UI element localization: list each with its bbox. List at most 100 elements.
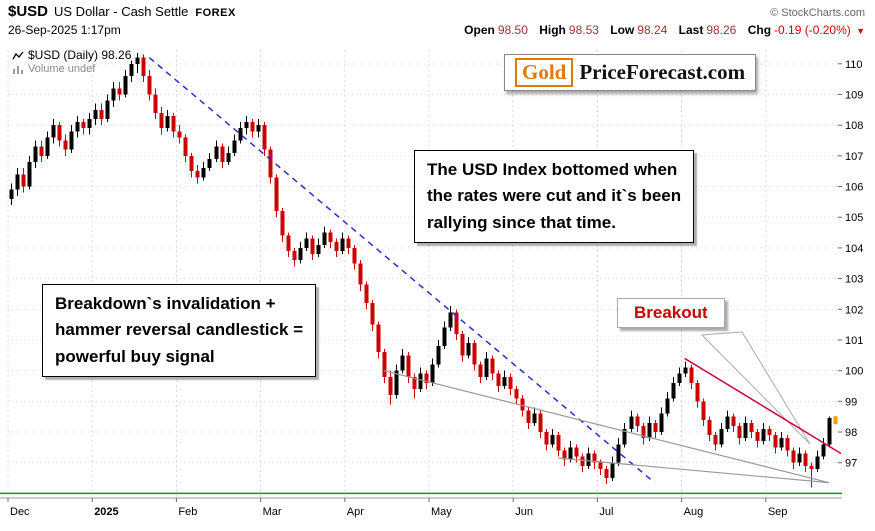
- svg-text:Jul: Jul: [599, 506, 613, 518]
- candle-body: [598, 462, 603, 469]
- usd-bottom-note: The USD Index bottomed when the rates we…: [414, 150, 695, 244]
- candle-body: [683, 367, 688, 374]
- candle-body: [659, 413, 664, 433]
- candle-body: [833, 416, 838, 425]
- candle-body: [490, 358, 495, 374]
- candle-body: [9, 189, 14, 199]
- breakdown-invalidation-note: Breakdown`s invalidation + hammer revers…: [42, 284, 317, 378]
- candle-body: [797, 453, 802, 463]
- candle-body: [214, 146, 219, 159]
- candle-body: [544, 432, 549, 445]
- svg-text:Dec: Dec: [10, 506, 30, 518]
- svg-text:101: 101: [845, 335, 863, 347]
- candle-body: [809, 465, 814, 469]
- volume-bars-icon: [13, 66, 23, 74]
- chart-header: $USD US Dollar - Cash Settle FOREX © Sto…: [0, 0, 875, 37]
- candle-body: [767, 428, 772, 436]
- candle-body: [635, 416, 640, 426]
- last-label: Last: [678, 23, 704, 37]
- candle-body: [400, 355, 405, 371]
- chg-value: -0.19 (-0.20%): [774, 23, 851, 37]
- open-label: Open: [464, 23, 495, 37]
- candle-body: [550, 435, 555, 445]
- red-resistance-line: [684, 357, 842, 455]
- candle-body: [454, 312, 459, 334]
- candle-body: [538, 413, 543, 433]
- down-triangle-icon: ▼: [856, 26, 865, 36]
- candle-body: [448, 312, 453, 328]
- breakout-callout-wedge: [700, 331, 811, 445]
- candle-body: [238, 128, 243, 141]
- candle-body: [292, 250, 297, 261]
- svg-text:2025: 2025: [94, 506, 118, 518]
- candle-body: [731, 416, 736, 426]
- candle-body: [502, 376, 507, 386]
- candle-body: [520, 398, 525, 411]
- candle-body: [250, 122, 255, 132]
- candle-body: [376, 324, 381, 353]
- gray-support-line-1: [383, 370, 830, 484]
- candle-body: [177, 131, 182, 138]
- candle-body: [514, 389, 519, 399]
- svg-text:106: 106: [845, 182, 863, 194]
- candle-body: [677, 373, 682, 383]
- candle-body: [532, 413, 537, 423]
- candle-body: [45, 137, 50, 156]
- header-row-2: 26-Sep-2025 1:17pm Open 98.50 High 98.53 L…: [0, 23, 875, 37]
- svg-text:97: 97: [845, 458, 857, 470]
- candle-body: [821, 444, 826, 457]
- candle-body: [622, 428, 627, 445]
- candle-body: [87, 119, 92, 129]
- candle-body: [358, 263, 363, 285]
- volume-legend-label: Volume undef: [28, 63, 96, 75]
- candle-body: [256, 125, 261, 132]
- quote-strip: Open 98.50 High 98.53 Low 98.24 Last 98.26 C…: [456, 23, 865, 37]
- candle-body: [153, 94, 158, 113]
- candle-body: [737, 425, 742, 439]
- candle-body: [75, 122, 80, 132]
- svg-text:Feb: Feb: [178, 506, 197, 518]
- high-value: 98.53: [568, 23, 599, 37]
- svg-text:108: 108: [845, 120, 863, 132]
- svg-text:103: 103: [845, 274, 863, 286]
- candle-body: [171, 115, 176, 132]
- candle-body: [189, 155, 194, 172]
- candles: [9, 53, 838, 488]
- stockcharts-copyright: © StockCharts.com: [770, 7, 865, 19]
- candle-body: [701, 401, 706, 420]
- candle-body: [382, 352, 387, 377]
- candle-body: [815, 456, 820, 469]
- candle-body: [472, 343, 477, 365]
- candle-body: [743, 422, 748, 439]
- svg-text:99: 99: [845, 396, 857, 408]
- candle-body: [773, 435, 778, 448]
- candle-body: [201, 168, 206, 178]
- candle-body: [466, 343, 471, 356]
- candle-body: [262, 125, 267, 150]
- candle-body: [761, 428, 766, 442]
- svg-text:Aug: Aug: [684, 506, 704, 518]
- svg-text:May: May: [431, 506, 452, 518]
- candle-body: [749, 422, 754, 433]
- candle-body: [586, 453, 591, 466]
- candle-body: [713, 435, 718, 445]
- candle-body: [304, 238, 309, 248]
- candle-body: [334, 241, 339, 251]
- candle-body: [370, 303, 375, 325]
- candle-body: [123, 76, 128, 95]
- candle-body: [568, 447, 573, 460]
- price-chart: Dec 2025 Feb Mar Apr May Jun Jul Aug Sep 97 98 99 100…: [0, 50, 863, 518]
- candle-body: [442, 327, 447, 347]
- svg-text:Sep: Sep: [768, 506, 788, 518]
- candle-body: [111, 88, 116, 101]
- svg-text:Apr: Apr: [347, 506, 364, 518]
- candle-body: [574, 447, 579, 457]
- candle-body: [406, 355, 411, 377]
- x-axis-labels: Dec 2025 Feb Mar Apr May Jun Jul Aug Sep: [7, 498, 788, 518]
- candle-body: [310, 238, 315, 255]
- svg-text:102: 102: [845, 304, 863, 316]
- candle-body: [69, 131, 74, 150]
- logo-rest-text: PriceForecast.com: [579, 60, 746, 84]
- trendlines: [148, 57, 842, 484]
- candle-body: [580, 456, 585, 466]
